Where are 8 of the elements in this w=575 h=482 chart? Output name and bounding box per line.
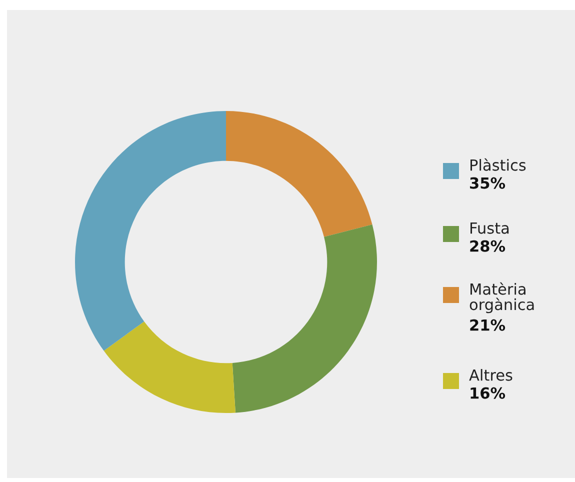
data-label: 28% <box>470 240 506 252</box>
legend-label: Fusta <box>470 222 509 234</box>
data-label: 16% <box>470 387 506 399</box>
data-label: 21% <box>470 319 506 331</box>
legend-label: Altres <box>469 369 512 381</box>
legend-label: Matèria orgànica <box>470 282 534 314</box>
legend-label: Plàstics <box>470 158 526 171</box>
data-label: 35% <box>470 177 506 189</box>
